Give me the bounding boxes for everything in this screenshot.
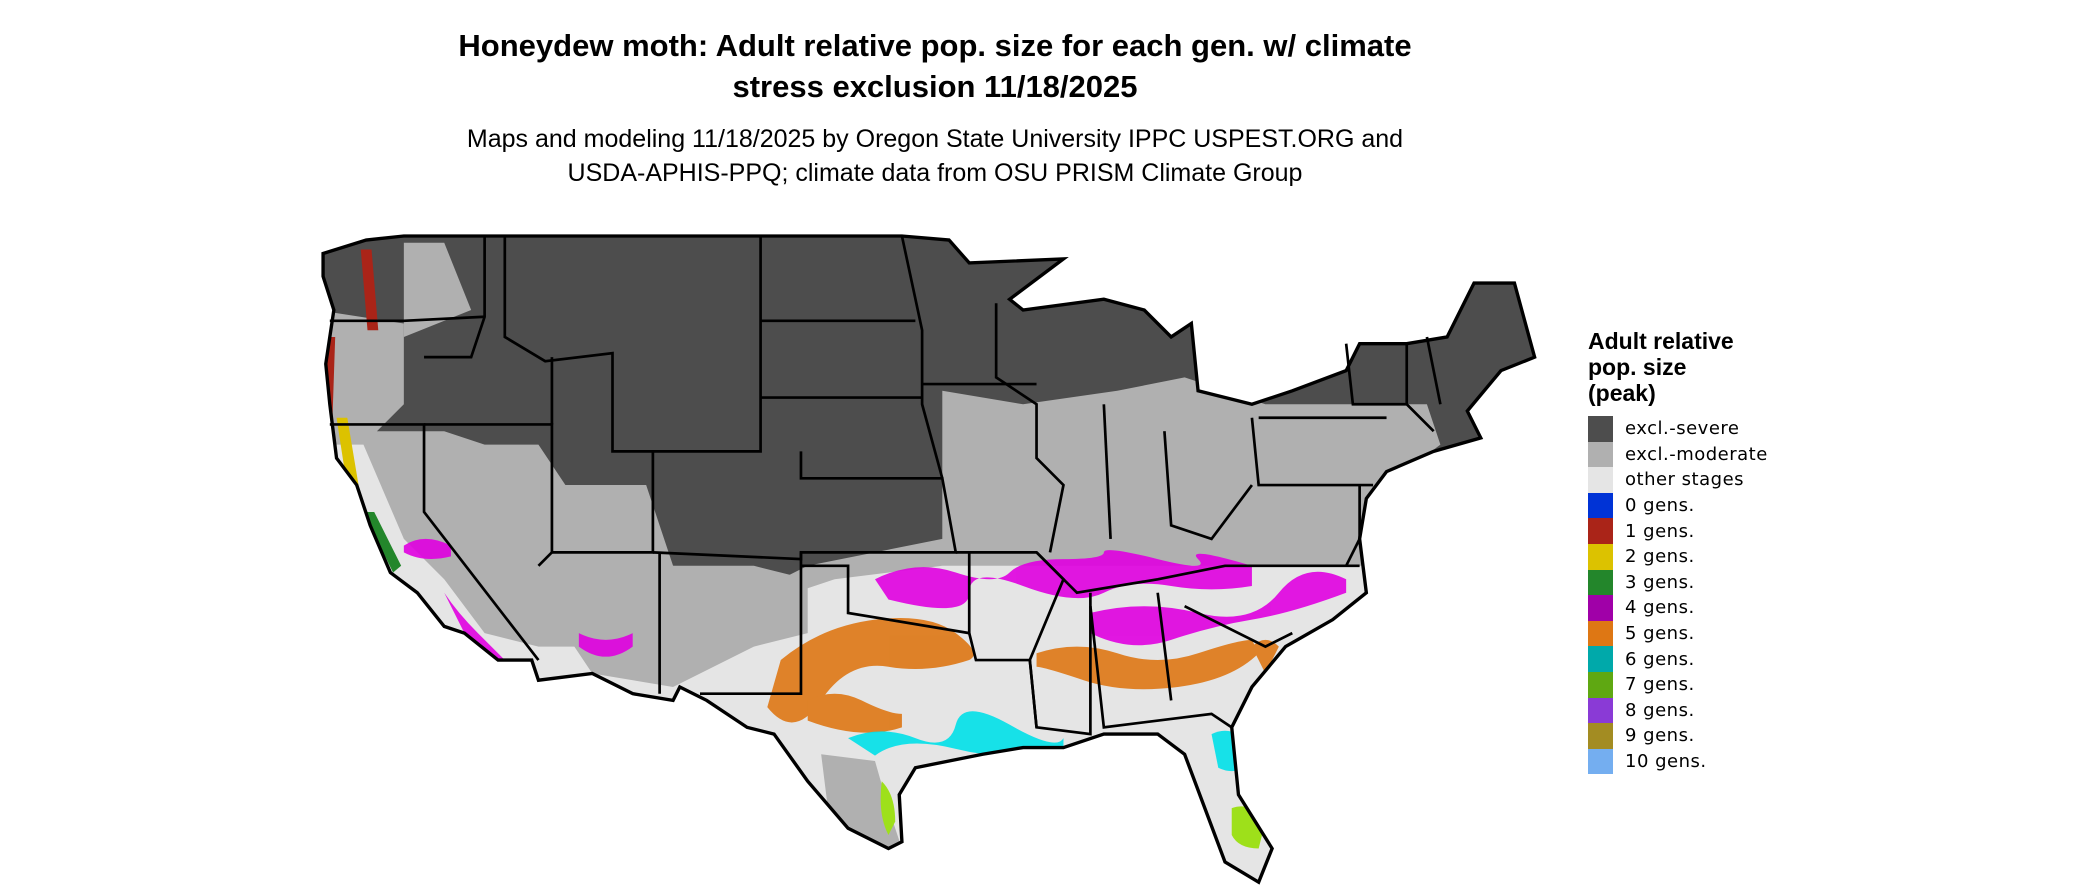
legend-label: 1 gens.: [1625, 520, 1695, 542]
legend-swatch: [1588, 671, 1613, 698]
chart-subtitle-line2: USDA-APHIS-PPQ; climate data from OSU PR…: [567, 159, 1303, 187]
legend-swatch: [1588, 723, 1613, 749]
legend-swatch: [1588, 697, 1613, 724]
legend-label: 8 gens.: [1625, 699, 1695, 721]
legend-label: 4 gens.: [1625, 597, 1695, 619]
legend-title: Adult relative pop. size (peak): [1588, 328, 1768, 406]
legend-item: 10 gens.: [1588, 748, 1768, 775]
legend-swatch: [1588, 646, 1613, 672]
legend-swatch: [1588, 543, 1613, 570]
legend-label: 3 gens.: [1625, 571, 1695, 593]
legend-swatch: [1588, 595, 1613, 621]
legend-swatch: [1588, 441, 1613, 468]
chart-subtitle-line1: Maps and modeling 11/18/2025 by Oregon S…: [466, 125, 1404, 153]
legend-title-line: pop. size: [1588, 354, 1687, 380]
legend-item: 1 gens.: [1588, 518, 1768, 544]
legend-item: excl.-moderate: [1588, 441, 1768, 468]
legend-label: 10 gens.: [1625, 751, 1707, 773]
excl-moderate-region-north: [403, 242, 472, 337]
legend-item: excl.-severe: [1588, 416, 1768, 442]
legend-label: 5 gens.: [1625, 623, 1695, 645]
legend-title-line: (peak): [1588, 380, 1656, 406]
legend-label: excl.-severe: [1625, 418, 1740, 440]
legend-item: 9 gens.: [1588, 723, 1768, 749]
legend-swatch: [1588, 492, 1613, 519]
us-outline: [321, 234, 1537, 885]
legend-item: 3 gens.: [1588, 569, 1768, 596]
legend-swatch: [1588, 620, 1613, 647]
orange-band: [767, 617, 1279, 733]
legend-item: 6 gens.: [1588, 646, 1768, 672]
legend-swatch: [1588, 416, 1613, 442]
legend-label: 9 gens.: [1625, 725, 1695, 747]
legend-item: 2 gens.: [1588, 543, 1768, 570]
chart-title-line1: Honeydew moth: Adult relative pop. size …: [458, 28, 1412, 63]
excl-moderate-region-south: [565, 565, 808, 687]
legend-swatch: [1588, 748, 1613, 775]
legend-label: 0 gens.: [1625, 495, 1695, 517]
legend: Adult relative pop. size (peak) excl.-se…: [1588, 328, 1768, 775]
legend-item: 7 gens.: [1588, 671, 1768, 698]
legend-item: 0 gens.: [1588, 492, 1768, 519]
legend-swatch: [1588, 569, 1613, 596]
legend-label: 7 gens.: [1625, 674, 1695, 696]
legend-item: 5 gens.: [1588, 620, 1768, 647]
legend-item: 4 gens.: [1588, 595, 1768, 621]
legend-item: 8 gens.: [1588, 697, 1768, 724]
chart-title-line2: stress exclusion 11/18/2025: [732, 69, 1138, 104]
legend-title-line: Adult relative: [1588, 328, 1734, 354]
legend-label: other stages: [1625, 469, 1745, 491]
legend-item: other stages: [1588, 467, 1768, 493]
legend-label: 6 gens.: [1625, 648, 1695, 670]
excl-moderate-region-tx: [821, 754, 902, 849]
state-borders: [329, 235, 1442, 736]
legend-label: 2 gens.: [1625, 546, 1695, 568]
legend-swatch: [1588, 467, 1613, 493]
legend-swatch: [1588, 518, 1613, 544]
legend-label: excl.-moderate: [1625, 443, 1768, 465]
